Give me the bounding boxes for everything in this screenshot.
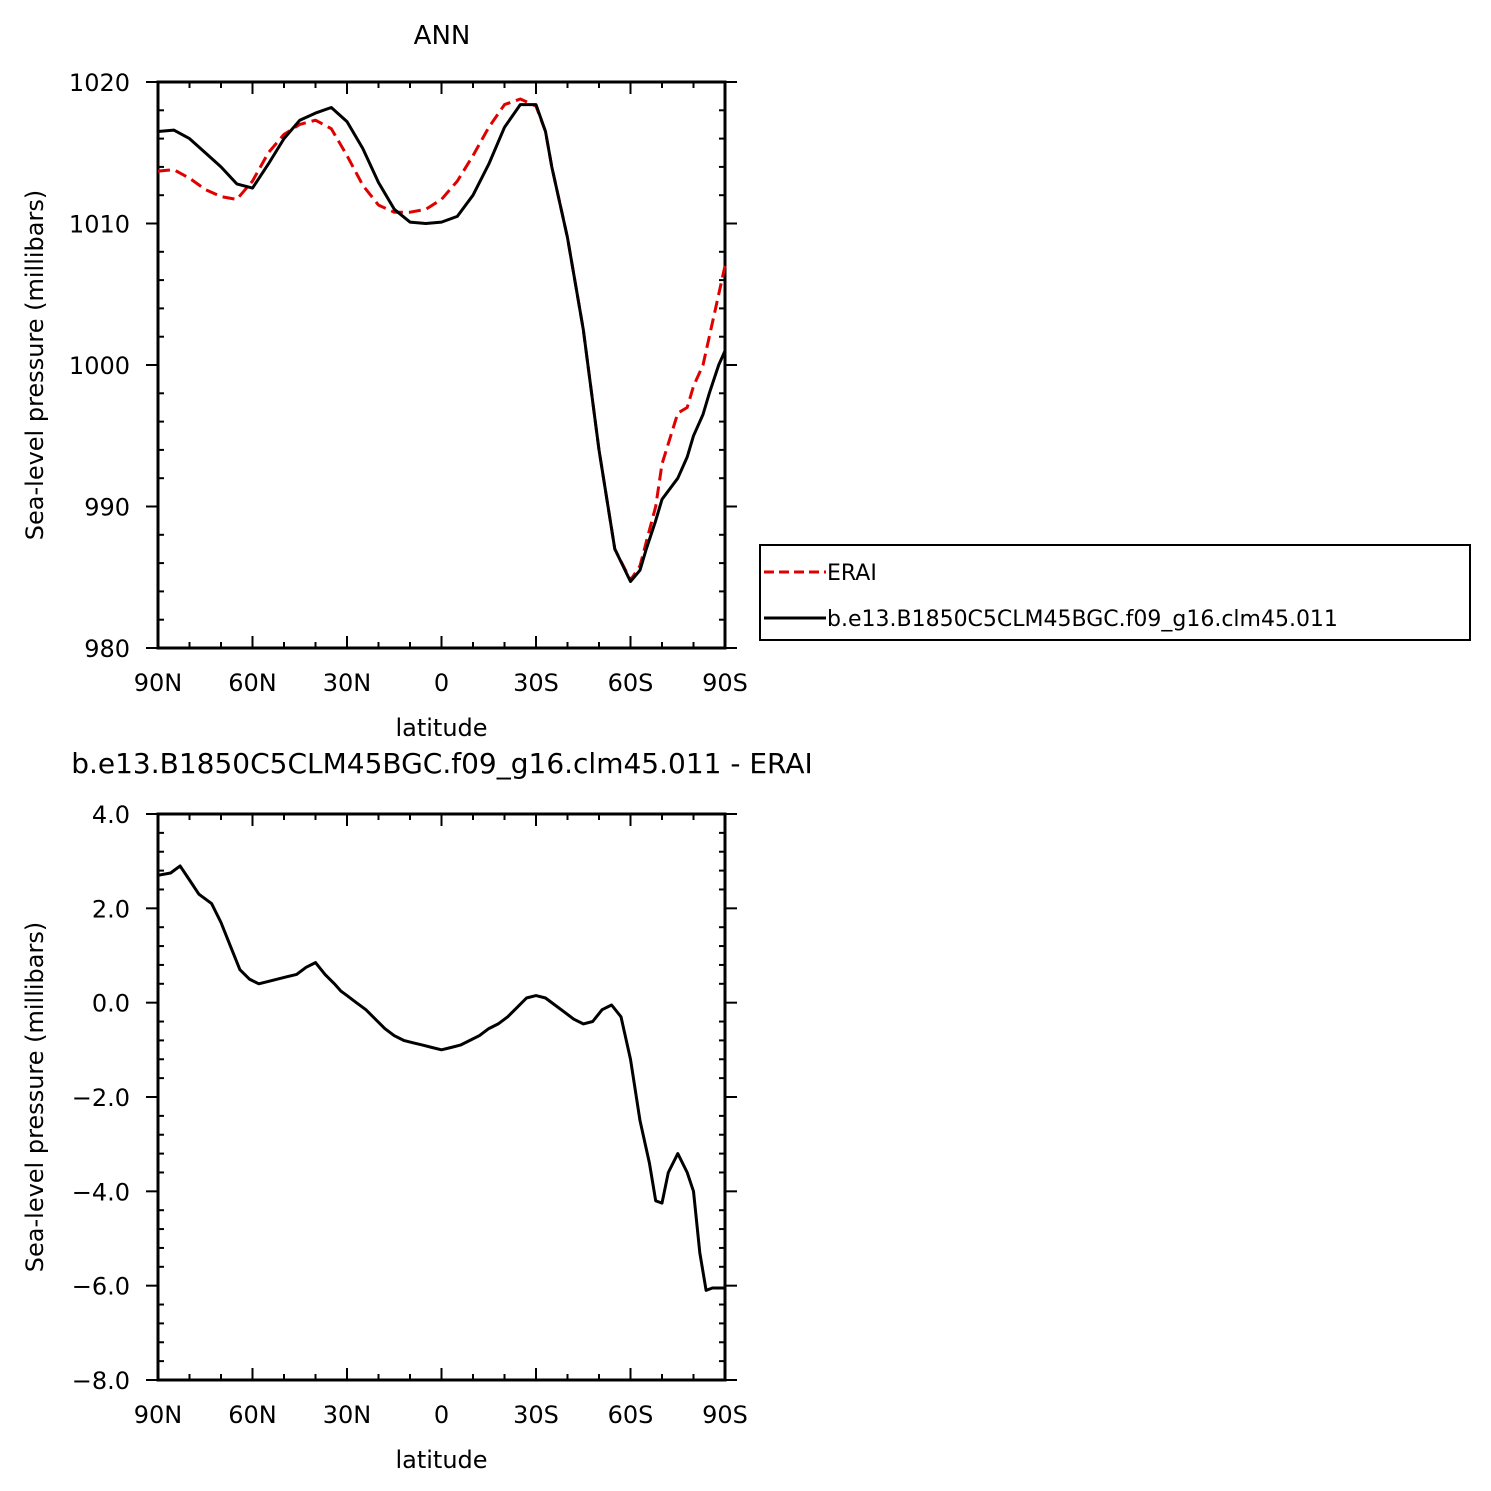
x-tick-label: 60N (228, 1401, 277, 1429)
legend: ERAI b.e13.B1850C5CLM45BGC.f09_g16.clm45… (759, 544, 1471, 641)
x-tick-label: 60S (608, 1401, 654, 1429)
x-tick-label: 0 (434, 1401, 449, 1429)
x-tick-label: 60S (608, 669, 654, 697)
plot-frame (156, 812, 727, 1382)
series-line-0 (157, 97, 727, 582)
series-line-1 (157, 103, 727, 583)
y-tick-label: −6.0 (72, 1273, 130, 1301)
legend-box (759, 544, 1471, 641)
x-axis-label: latitude (395, 1446, 487, 1474)
y-tick-label: 980 (84, 635, 130, 663)
y-tick-label: −4.0 (72, 1178, 130, 1206)
y-tick-label: 2.0 (92, 895, 130, 923)
x-tick-label: 30N (323, 669, 372, 697)
x-tick-label: 30S (513, 669, 559, 697)
y-axis-label: Sea-level pressure (millibars) (21, 190, 49, 540)
legend-label-model: b.e13.B1850C5CLM45BGC.f09_g16.clm45.011 (827, 607, 1338, 632)
y-tick-label: 1020 (69, 69, 130, 97)
x-axis-label: latitude (395, 714, 487, 742)
x-tick-label: 90N (134, 1401, 183, 1429)
series-line-0 (157, 864, 725, 1292)
x-tick-label: 90N (134, 669, 183, 697)
y-tick-label: 990 (84, 494, 130, 522)
y-tick-label: 4.0 (92, 801, 130, 829)
x-tick-label: 0 (434, 669, 449, 697)
chart2-title: b.e13.B1850C5CLM45BGC.f09_g16.clm45.011 … (71, 747, 813, 780)
x-tick-label: 60N (228, 669, 277, 697)
x-tick-label: 90S (702, 1401, 748, 1429)
x-tick-label: 90S (702, 669, 748, 697)
y-tick-label: 0.0 (92, 990, 130, 1018)
y-axis-label: Sea-level pressure (millibars) (21, 922, 49, 1272)
x-tick-label: 30N (323, 1401, 372, 1429)
y-tick-label: −2.0 (72, 1084, 130, 1112)
difference-chart: 90N 60N 30N 0 30S 60S 90S 4.0 2.0 0.0 −2.0 −4.0 −6.0… (21, 801, 748, 1474)
y-tick-label: 1000 (69, 352, 130, 380)
y-tick-label: −8.0 (72, 1367, 130, 1395)
slp-chart: 90N 60N 30N 0 30S 60S 90S 980 990 1000 1010 1020 lat… (21, 69, 748, 742)
x-tick-label: 30S (513, 1401, 559, 1429)
legend-label-erai: ERAI (827, 561, 877, 586)
y-tick-label: 1010 (69, 211, 130, 239)
chart1-title: ANN (414, 21, 471, 51)
